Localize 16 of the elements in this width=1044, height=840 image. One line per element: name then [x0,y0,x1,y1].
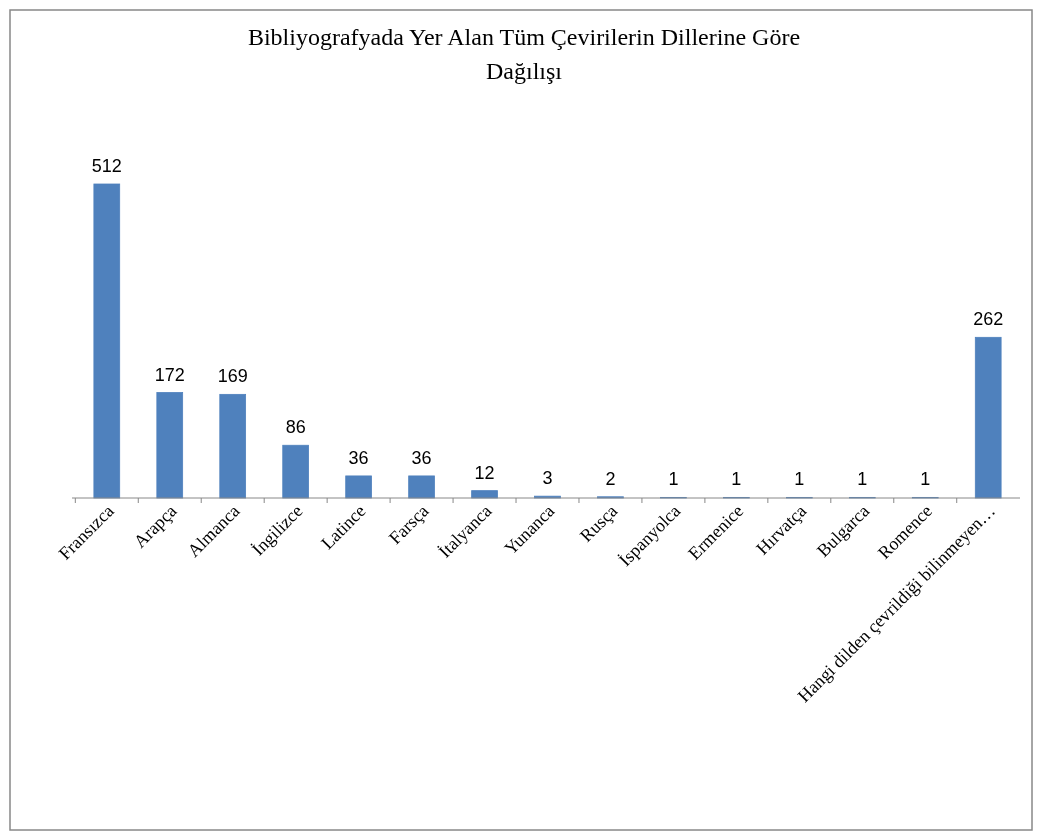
data-label: 169 [217,366,248,387]
data-label: 172 [154,364,185,385]
data-label: 1 [731,469,742,490]
data-label: 36 [348,447,369,468]
data-label: 1 [668,469,679,490]
data-label: 3 [542,468,553,489]
data-label: 512 [91,156,122,176]
data-label: 86 [285,417,306,438]
chart-title: Bibliyografyada Yer Alan Tüm Çevirilerin Dillerine Göre Dağılışı [247,24,801,84]
data-label: 1 [920,469,931,490]
data-label: 2 [605,468,616,489]
data-label: 1 [794,469,805,490]
data-label: 1 [857,469,868,490]
data-label: 36 [411,447,432,468]
data-label: 262 [973,309,1004,330]
data-label: 12 [474,462,495,483]
